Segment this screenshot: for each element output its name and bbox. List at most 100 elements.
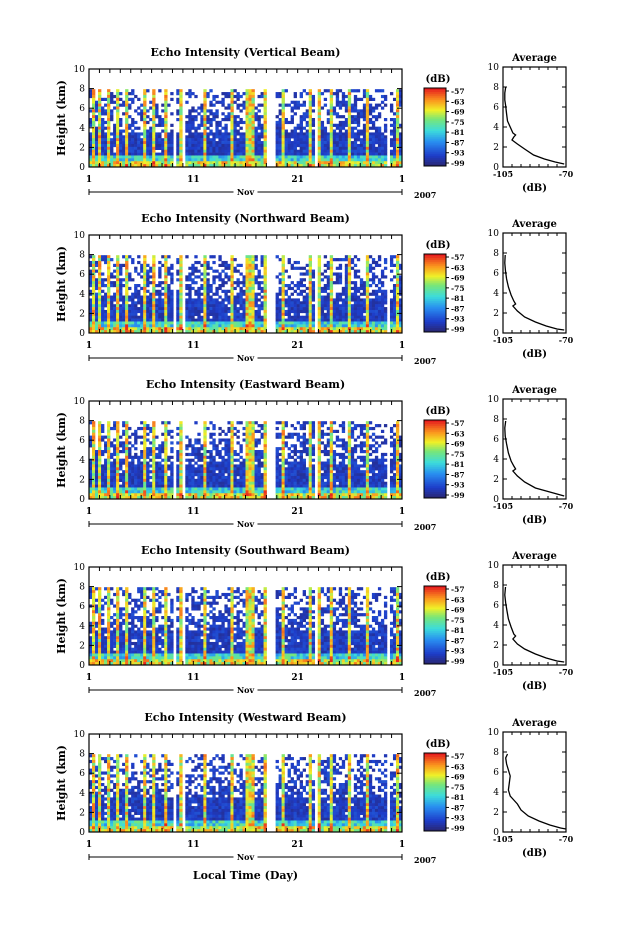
- heatmap-cell: [119, 272, 123, 276]
- heatmap-cell: [188, 327, 192, 331]
- heatmap-cell: [98, 161, 102, 165]
- heatmap-cell: [89, 487, 93, 491]
- heatmap-cell: [167, 490, 171, 494]
- heatmap-cell: [242, 120, 246, 125]
- heatmap-cell: [95, 109, 99, 113]
- heatmap-cell: [134, 438, 138, 442]
- heatmap-cell: [332, 301, 337, 305]
- heatmap-cell: [353, 115, 358, 119]
- heatmap-cell: [212, 298, 216, 302]
- heatmap-cell: [323, 135, 328, 139]
- heatmap-cell: [101, 315, 105, 319]
- heatmap-cell: [251, 307, 255, 311]
- heatmap-cell: [305, 146, 309, 150]
- heatmap-cell: [341, 318, 346, 322]
- heatmap-cell: [311, 97, 316, 101]
- heatmap-cell: [152, 263, 156, 267]
- colorbar-band: [424, 142, 446, 145]
- heatmap-cell: [230, 286, 234, 291]
- heatmap-cell: [200, 123, 204, 127]
- heatmap-cell: [281, 318, 285, 322]
- heatmap-cell: [119, 286, 123, 291]
- heatmap-cell: [140, 155, 144, 159]
- heatmap-cell: [302, 295, 306, 299]
- heatmap-cell: [365, 272, 370, 276]
- heatmap-cell: [170, 149, 174, 153]
- heatmap-cell: [260, 275, 264, 279]
- heatmap-cell: [116, 115, 120, 119]
- heatmap-cell: [275, 135, 279, 139]
- colorbar-frame: [423, 87, 447, 167]
- heatmap-cell: [311, 295, 316, 299]
- heatmap-cell: [152, 444, 156, 448]
- heatmap-cell: [203, 141, 207, 145]
- heatmap-cell: [230, 118, 234, 122]
- heatmap-cell: [323, 141, 328, 145]
- heatmap-cell: [128, 295, 132, 299]
- heatmap-cell: [203, 309, 207, 314]
- heatmap-cell: [125, 97, 129, 101]
- heatmap-cell: [230, 100, 234, 104]
- heatmap-cell: [155, 135, 159, 139]
- heatmap-cell: [125, 307, 129, 311]
- heatmap-cell: [146, 164, 150, 168]
- heatmap-cell: [146, 496, 150, 500]
- heatmap-cell: [209, 138, 213, 142]
- heatmap-cell: [362, 321, 367, 325]
- heatmap-cell: [320, 289, 325, 293]
- heatmap-cell: [368, 307, 373, 311]
- heatmap-cell: [122, 470, 126, 474]
- heatmap-cell: [134, 161, 138, 165]
- heatmap-cell: [188, 152, 192, 156]
- heatmap-cell: [263, 281, 267, 285]
- heatmap-cell: [206, 309, 210, 314]
- heatmap-cell: [185, 286, 189, 291]
- heatmap-cell: [248, 155, 252, 159]
- heatmap-cell: [128, 92, 132, 96]
- heatmap-cell: [203, 123, 207, 127]
- heatmap-cell: [281, 106, 285, 110]
- heatmap-cell: [308, 126, 313, 130]
- heatmap-cell: [359, 315, 364, 319]
- heatmap-cell: [224, 315, 228, 319]
- heatmap-cell: [152, 286, 156, 291]
- heatmap-cell: [278, 307, 282, 311]
- heatmap-cell: [260, 321, 264, 325]
- heatmap-cell: [398, 312, 403, 316]
- heatmap-cell: [344, 281, 349, 285]
- heatmap-cell: [203, 292, 207, 296]
- heatmap-cell: [176, 475, 180, 480]
- heatmap-cell: [293, 298, 297, 302]
- heatmap-cell: [140, 475, 144, 480]
- heatmap-cell: [98, 143, 102, 148]
- heatmap-cell: [371, 109, 376, 113]
- heatmap-cell: [317, 89, 322, 93]
- heatmap-cell: [365, 164, 370, 168]
- heatmap-cell: [335, 158, 340, 162]
- heatmap-cell: [179, 324, 183, 328]
- heatmap-cell: [395, 289, 400, 293]
- heatmap-cell: [377, 129, 382, 133]
- heatmap-cell: [179, 123, 183, 127]
- heatmap-cell: [263, 318, 267, 322]
- heatmap-cell: [230, 255, 234, 259]
- heatmap-cell: [140, 143, 144, 148]
- heatmap-cell: [341, 301, 346, 305]
- colorbar-band: [424, 123, 446, 126]
- heatmap-cell: [281, 135, 285, 139]
- heatmap-cell: [233, 120, 237, 125]
- heatmap-cell: [116, 478, 120, 482]
- heatmap-cell: [242, 158, 246, 162]
- heatmap-cell: [257, 315, 261, 319]
- heatmap-cell: [179, 475, 183, 480]
- heatmap-cell: [167, 143, 171, 148]
- heatmap-cell: [164, 470, 168, 474]
- heatmap-cell: [176, 158, 180, 162]
- heatmap-cell: [143, 292, 147, 296]
- heatmap-cell: [107, 315, 111, 319]
- heatmap-cell: [395, 100, 400, 104]
- heatmap-cell: [206, 149, 210, 153]
- heatmap-cell: [164, 321, 168, 325]
- heatmap-cell: [146, 289, 150, 293]
- heatmap-cell: [362, 94, 367, 99]
